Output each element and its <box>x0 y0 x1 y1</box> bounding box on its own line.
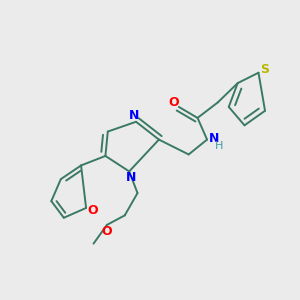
Text: S: S <box>260 63 269 76</box>
Text: N: N <box>208 132 219 145</box>
Text: O: O <box>101 225 112 238</box>
Text: N: N <box>125 171 136 184</box>
Text: N: N <box>129 109 140 122</box>
Text: O: O <box>169 96 179 109</box>
Text: H: H <box>215 141 224 151</box>
Text: O: O <box>87 204 98 217</box>
